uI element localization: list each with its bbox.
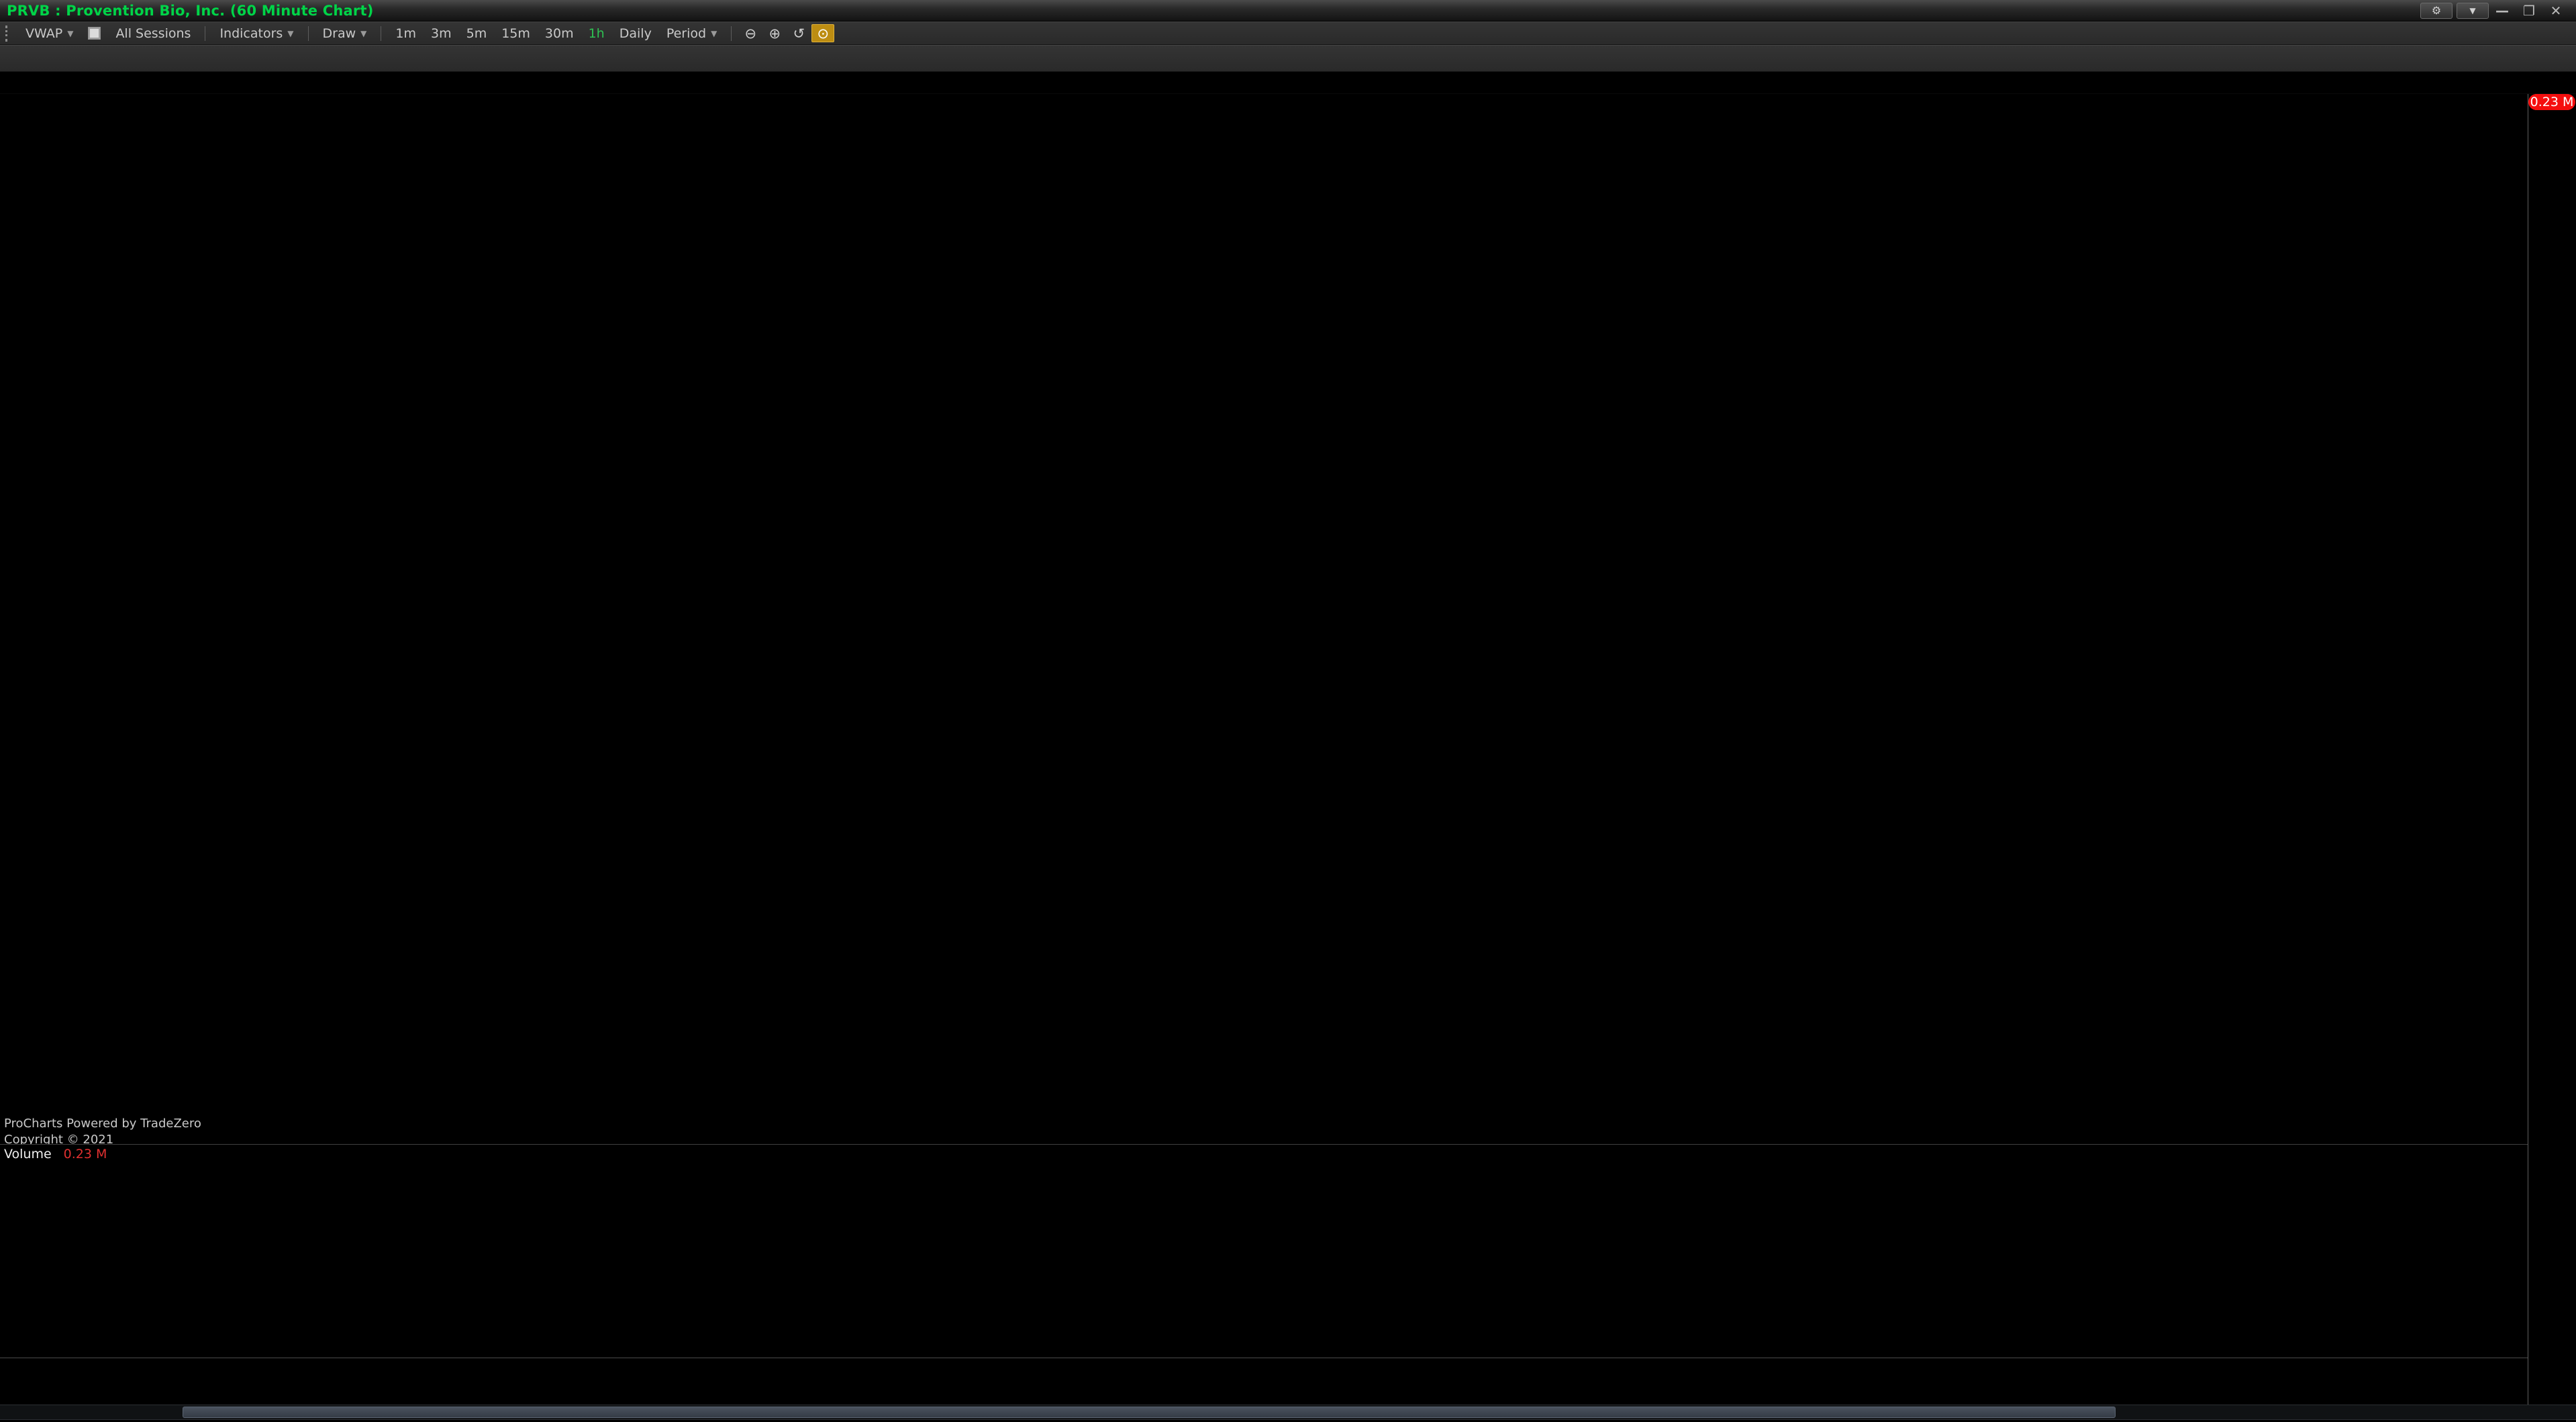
drawing-toolbar [0,45,2576,72]
toolbar-button-period[interactable]: Period ▼ [666,26,717,41]
watermark-line2: Copyright © 2021 [4,1133,114,1147]
chart-style-button[interactable] [81,25,107,42]
current-volume-badge: 0.23 M [2528,94,2575,110]
main-toolbar: VWAP ▼ All Sessions Indicators ▼ Draw ▼ 1m 3m 5m 1… [0,21,2576,45]
toolbar-button-1m[interactable]: 1m [395,26,416,41]
window-title: PRVB : Provention Bio, Inc. (60 Minute C… [7,2,374,19]
close-window-button[interactable]: ✕ [2550,2,2562,19]
toolbar-button-5m[interactable]: 5m [466,26,487,41]
chart-settings-button[interactable]: ⚙ [2420,2,2453,19]
toolbar-separator [307,26,309,41]
price-axis[interactable]: 9.64 4m 9s 9.13 0.23 M [2528,94,2576,1405]
undo-icon[interactable]: ↺ [793,25,805,42]
title-bar[interactable]: PRVB : Provention Bio, Inc. (60 Minute C… [0,0,2576,21]
scrollbar-thumb[interactable] [183,1407,2116,1418]
chevron-down-icon: ▼ [711,28,717,38]
volume-pane-header: Volume 0.23 M [0,1144,2528,1163]
gear-icon: ⚙ [2431,4,2442,17]
toolbar-button-vwap[interactable]: VWAP ▼ [26,26,74,41]
crosshair-icon[interactable]: ⊙ [811,24,835,42]
chevron-down-icon: ▼ [2469,5,2476,15]
toolbar-button-15m[interactable]: 15m [501,26,530,41]
watermark: ProCharts Powered by TradeZero Copyright… [4,1116,201,1148]
volume-current-value: 0.23 M [63,1146,107,1162]
chart-style-icon [88,27,101,40]
chart-region: ProCharts Powered by TradeZero Copyright… [0,94,2576,1422]
toolbar-button-30m[interactable]: 30m [544,26,574,41]
toolbar-button-3m[interactable]: 3m [431,26,452,41]
zoom-out-icon[interactable]: ⊖ [744,25,757,42]
zoom-in-icon[interactable]: ⊕ [769,25,781,42]
toolbar-button-draw[interactable]: Draw ▼ [322,26,367,41]
minimize-button[interactable]: — [2495,2,2509,19]
volume-chart-svg[interactable] [0,1163,2491,1358]
chart-menu-button[interactable]: ▼ [2457,2,2489,19]
toolbar-grip[interactable] [5,25,11,42]
toolbar-button-all-sessions[interactable]: All Sessions [115,26,191,41]
volume-label: Volume [4,1146,52,1162]
chevron-down-icon: ▼ [360,28,367,38]
price-chart-svg[interactable] [0,94,2491,1147]
time-axis[interactable] [0,1358,2576,1396]
horizontal-scrollbar[interactable] [0,1405,2576,1420]
toolbar-button-indicators[interactable]: Indicators ▼ [219,26,294,41]
watermark-line1: ProCharts Powered by TradeZero [4,1117,201,1131]
toolbar-separator [731,26,732,41]
chevron-down-icon: ▼ [67,28,74,38]
toolbar-button-daily[interactable]: Daily [619,26,652,41]
restore-button[interactable]: ❐ [2523,2,2535,19]
quote-info-bar [0,72,2576,94]
chevron-down-icon: ▼ [287,28,294,38]
toolbar-button-1h[interactable]: 1h [588,26,605,41]
